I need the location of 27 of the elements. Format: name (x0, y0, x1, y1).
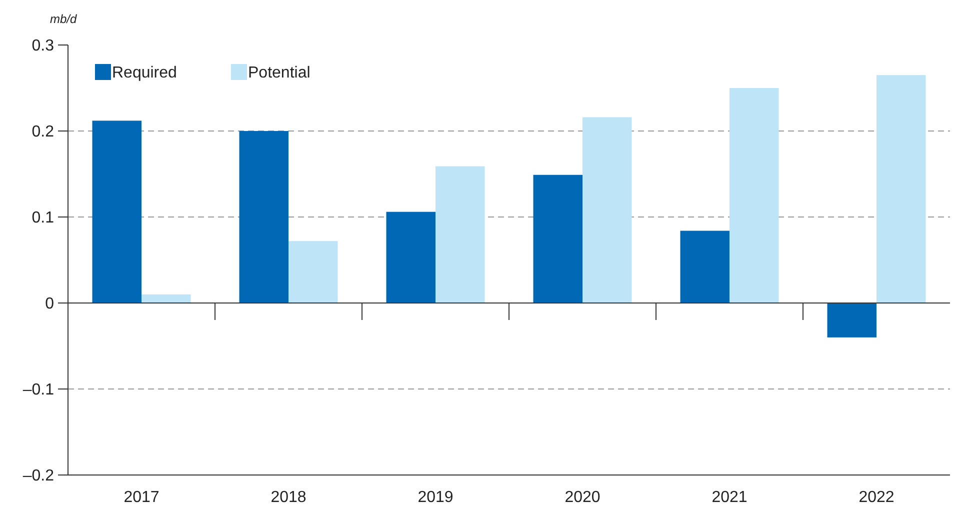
x-tick-label: 2020 (564, 489, 600, 506)
x-tick-label: 2017 (124, 489, 160, 506)
y-tick-label: –0.1 (22, 382, 54, 399)
y-tick-label: 0.1 (32, 210, 54, 227)
bar (730, 88, 779, 303)
bar (436, 166, 485, 303)
legend-label: Required (112, 64, 177, 82)
y-axis-title: mb/d (50, 12, 78, 26)
bar (680, 230, 730, 303)
x-tick-label: 2021 (712, 489, 748, 506)
y-tick-label: 0 (45, 296, 54, 313)
x-tick-label: 2022 (858, 489, 894, 506)
y-tick-label: –0.2 (22, 468, 54, 485)
bar (288, 241, 338, 303)
x-tick-label: 2019 (418, 489, 454, 506)
bar (142, 294, 191, 303)
bar (386, 212, 436, 303)
legend-label: Potential (248, 64, 310, 82)
bar (827, 303, 876, 338)
bar (876, 75, 926, 303)
x-tick-label: 2018 (270, 489, 306, 506)
y-tick-label: 0.2 (32, 124, 54, 141)
bar (239, 131, 288, 303)
y-tick-label: 0.3 (32, 38, 54, 55)
bar (533, 174, 582, 303)
bar (92, 120, 142, 303)
bar (582, 117, 632, 303)
